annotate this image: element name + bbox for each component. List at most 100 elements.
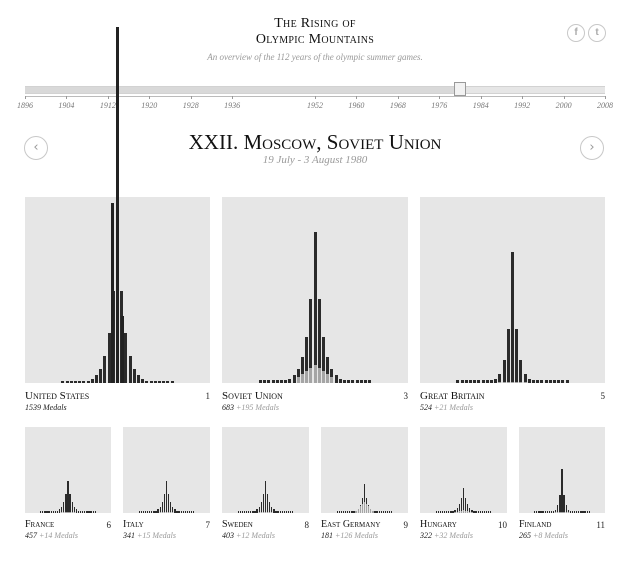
medal-bar: [454, 509, 456, 513]
medal-count: 403: [222, 531, 234, 540]
medal-bar: [573, 511, 576, 513]
medal-bar: [351, 379, 355, 383]
medal-bar: [338, 378, 342, 383]
timeline-year-label[interactable]: 1976: [431, 101, 448, 110]
medal-bar: [78, 380, 82, 383]
medal-gain: +12 Medals: [236, 531, 275, 540]
medal-bar: [519, 360, 523, 383]
medal-bar: [50, 511, 52, 513]
medal-bar: [347, 379, 351, 383]
medal-bar: [279, 511, 281, 513]
medal-bar: [142, 511, 145, 513]
country-panel[interactable]: [420, 197, 605, 383]
medal-count: 524: [420, 403, 432, 412]
medal-bar: [571, 511, 574, 513]
timeline-handle[interactable]: [454, 82, 466, 96]
country-panel[interactable]: [519, 427, 605, 513]
timeline-year-label[interactable]: 1936: [224, 101, 241, 110]
country-name: Soviet Union: [222, 390, 283, 402]
timeline-year-label[interactable]: 2000: [555, 101, 572, 110]
medal-bar: [536, 511, 538, 513]
current-games-bar: [363, 501, 366, 513]
current-games-bar: [469, 511, 471, 513]
medal-bar: [170, 380, 174, 383]
current-games-bar: [460, 510, 463, 513]
facebook-icon[interactable]: f: [567, 24, 585, 42]
medal-bar: [494, 379, 498, 383]
country-panel[interactable]: [25, 427, 111, 513]
medal-bar: [464, 498, 467, 513]
medal-bar: [258, 506, 260, 513]
medal-bar: [159, 506, 161, 513]
current-games-bar: [65, 511, 67, 513]
medal-bar: [552, 511, 555, 513]
medal-gain: +21 Medals: [434, 403, 473, 412]
country-panel[interactable]: [222, 197, 408, 383]
timeline-year-label[interactable]: 2008: [597, 101, 613, 110]
medal-bar: [532, 379, 535, 383]
medal-bar: [490, 379, 493, 383]
timeline-tick: [397, 96, 399, 99]
medal-bar: [296, 368, 300, 383]
timeline-year-label[interactable]: 1952: [307, 101, 323, 110]
medal-bar: [305, 336, 309, 383]
medal-bar: [188, 511, 191, 513]
country-panel[interactable]: [321, 427, 408, 513]
current-games-bar: [165, 511, 168, 513]
medal-bar: [502, 360, 506, 383]
timeline-year-label[interactable]: 1912: [99, 101, 116, 110]
games-dates: 19 July - 3 August 1980: [262, 154, 368, 166]
medal-bar: [271, 379, 275, 383]
country-panel[interactable]: [420, 427, 507, 513]
medal-bar: [536, 379, 540, 383]
medal-bar: [120, 290, 124, 383]
current-games-bar: [296, 377, 300, 383]
medal-bar: [546, 511, 548, 513]
current-games-bar: [365, 503, 368, 513]
previous-games-button[interactable]: ‹: [24, 136, 48, 160]
medal-gain: +8 Medals: [533, 531, 568, 540]
medal-gain: +195 Medals: [236, 403, 279, 412]
timeline-year-label[interactable]: 1992: [514, 101, 531, 110]
timeline-year-label[interactable]: 1896: [17, 101, 33, 110]
medal-bar: [353, 511, 355, 513]
timeline-year-label[interactable]: 1968: [389, 101, 406, 110]
medal-bar: [342, 379, 346, 383]
medal-bar: [378, 511, 380, 513]
timeline-year-label[interactable]: 1984: [472, 101, 489, 110]
medal-bar: [292, 375, 296, 383]
country-panel[interactable]: [123, 427, 210, 513]
medal-bar: [469, 507, 471, 513]
medal-bar: [263, 379, 267, 383]
country-panel[interactable]: [222, 427, 309, 513]
medal-bar: [446, 511, 448, 513]
medal-bar: [456, 507, 458, 513]
timeline-year-label[interactable]: 1904: [58, 101, 75, 110]
medal-bar: [550, 511, 553, 513]
country-panel[interactable]: [25, 197, 210, 383]
medal-bar: [75, 509, 78, 513]
medal-bar: [132, 368, 136, 383]
current-games-bar: [309, 368, 313, 383]
timeline-slider[interactable]: [25, 86, 605, 94]
medal-bar: [285, 511, 288, 513]
current-games-bar: [456, 511, 458, 513]
medal-bar: [151, 511, 153, 513]
country-medals: 322 +32 Medals: [420, 531, 473, 540]
current-games-bar: [313, 365, 317, 383]
timeline-tick: [107, 96, 109, 99]
current-games-bar: [69, 511, 71, 513]
timeline-year-label[interactable]: 1920: [141, 101, 158, 110]
twitter-icon[interactable]: t: [588, 24, 606, 42]
medal-bar: [292, 511, 294, 513]
medal-bar: [374, 511, 376, 513]
medal-bar: [435, 511, 437, 513]
country-name: East Germany: [321, 519, 381, 530]
timeline-year-label[interactable]: 1928: [182, 101, 199, 110]
medal-bar: [330, 368, 334, 383]
timeline-year-label[interactable]: 1960: [348, 101, 365, 110]
current-games-bar: [266, 511, 269, 513]
medal-count: 457: [25, 531, 37, 540]
next-games-button[interactable]: ›: [580, 136, 604, 160]
current-games-bar: [454, 512, 456, 513]
